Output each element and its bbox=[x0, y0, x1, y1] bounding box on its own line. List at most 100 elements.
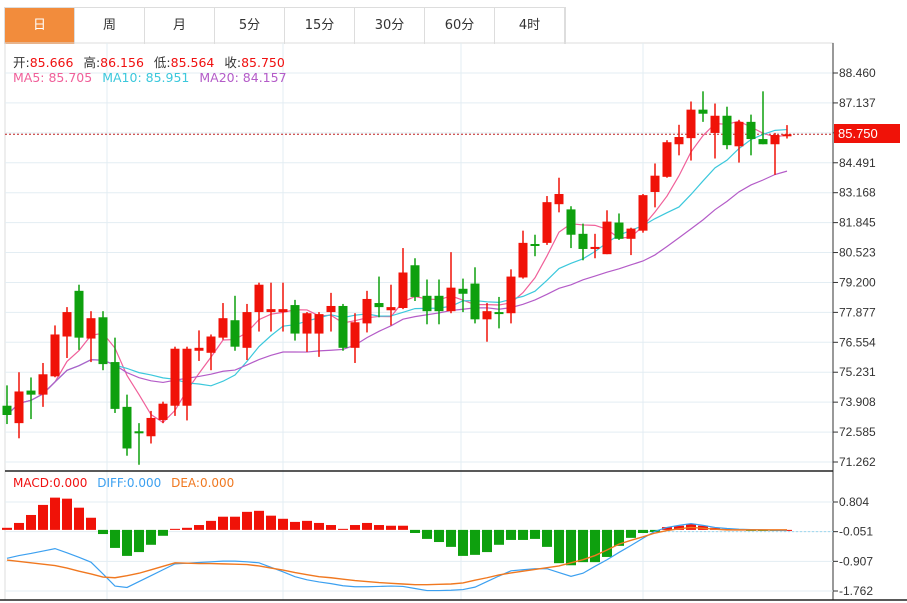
macd-bar bbox=[674, 525, 684, 530]
macd-bar bbox=[134, 529, 144, 553]
candle bbox=[338, 303, 348, 351]
price-tick-label: 87.137 bbox=[839, 96, 876, 110]
candle bbox=[50, 325, 60, 378]
candle bbox=[110, 337, 120, 413]
candle-body bbox=[734, 121, 744, 147]
candle bbox=[74, 284, 84, 350]
macd-bar bbox=[26, 514, 36, 530]
tab-6[interactable]: 60分 bbox=[425, 8, 495, 44]
tab-4[interactable]: 15分 bbox=[285, 8, 355, 44]
candle-body bbox=[38, 374, 48, 395]
candle-body bbox=[338, 305, 348, 348]
open-value: 85.666 bbox=[29, 55, 74, 70]
macd-bar bbox=[110, 529, 120, 548]
dea-line bbox=[6, 526, 787, 586]
candle bbox=[266, 282, 276, 332]
candle-body bbox=[518, 242, 528, 278]
macd-bar bbox=[326, 525, 336, 530]
candle bbox=[578, 223, 588, 261]
candle-body bbox=[698, 109, 708, 114]
macd-bar bbox=[362, 522, 372, 530]
candle-body bbox=[494, 312, 504, 315]
candle-body bbox=[434, 295, 444, 312]
candle-body bbox=[158, 403, 168, 420]
candle bbox=[230, 295, 240, 351]
macd-bar bbox=[662, 527, 672, 530]
candle bbox=[290, 299, 300, 341]
macd-bar bbox=[638, 529, 648, 534]
candle bbox=[242, 303, 252, 361]
candle bbox=[770, 132, 780, 175]
candle bbox=[278, 282, 288, 332]
ma10-value: MA10: 85.951 bbox=[102, 70, 190, 85]
macd-tick-label: -1.762 bbox=[839, 584, 873, 598]
macd-tick-label: -0.051 bbox=[839, 525, 873, 539]
candle-body bbox=[218, 318, 228, 338]
macd-bar bbox=[14, 522, 24, 530]
candle bbox=[446, 252, 456, 314]
current-price-label: 85.750 bbox=[834, 124, 900, 143]
macd-bar bbox=[218, 516, 228, 530]
candle-body bbox=[326, 305, 336, 313]
macd-bar bbox=[530, 529, 540, 539]
candle-body bbox=[530, 243, 540, 246]
candle-body bbox=[350, 322, 360, 348]
candle bbox=[302, 312, 312, 352]
candle bbox=[542, 196, 552, 245]
candle-body bbox=[74, 290, 84, 338]
tab-2[interactable]: 月 bbox=[145, 8, 215, 44]
macd-bar bbox=[614, 529, 624, 546]
candle bbox=[218, 303, 228, 340]
macd-bar bbox=[626, 529, 636, 538]
macd-bar bbox=[2, 527, 12, 530]
candle bbox=[62, 307, 72, 358]
macd-bar bbox=[494, 529, 504, 545]
tab-0[interactable]: 日 bbox=[5, 8, 75, 44]
macd-bar bbox=[446, 529, 456, 547]
macd-bar bbox=[410, 529, 420, 534]
tab-5[interactable]: 30分 bbox=[355, 8, 425, 44]
candle bbox=[698, 91, 708, 122]
candle bbox=[638, 194, 648, 233]
macd-tick-label: -0.907 bbox=[839, 554, 873, 568]
price-tick-label: 84.491 bbox=[839, 156, 876, 170]
price-tick-label: 81.845 bbox=[839, 216, 876, 230]
tab-1[interactable]: 周 bbox=[75, 8, 145, 44]
candle-body bbox=[650, 175, 660, 192]
candle bbox=[374, 276, 384, 318]
candle-body bbox=[458, 288, 468, 294]
ma20-value: MA20: 84.157 bbox=[199, 70, 287, 85]
price-tick-label: 79.200 bbox=[839, 275, 876, 289]
candle-body bbox=[62, 312, 72, 337]
macd-value: MACD:0.000 bbox=[13, 476, 88, 490]
macd-bar bbox=[230, 516, 240, 530]
macd-bar bbox=[50, 497, 60, 530]
open-label: 开: bbox=[13, 55, 30, 70]
macd-bar bbox=[158, 529, 168, 536]
candle bbox=[458, 278, 468, 313]
macd-bar bbox=[170, 528, 180, 530]
candle bbox=[758, 91, 768, 145]
period-tabs: 日周月 5分 15分 30分 60分 4时 bbox=[4, 7, 566, 44]
chart-frame bbox=[4, 42, 834, 601]
candle-body bbox=[554, 194, 564, 205]
candle bbox=[98, 311, 108, 371]
candle-body bbox=[86, 318, 96, 339]
candle-body bbox=[746, 121, 756, 140]
candle bbox=[518, 230, 528, 279]
candle-body bbox=[194, 347, 204, 351]
macd-bar bbox=[242, 511, 252, 530]
candle bbox=[650, 163, 660, 208]
macd-bar bbox=[386, 525, 396, 530]
candle-body bbox=[242, 312, 252, 348]
candle-body bbox=[170, 348, 180, 406]
tab-7[interactable]: 4时 bbox=[495, 8, 565, 44]
price-tick-label: 72.585 bbox=[839, 425, 876, 439]
candle bbox=[158, 401, 168, 424]
tab-3[interactable]: 5分 bbox=[215, 8, 285, 44]
candle-body bbox=[674, 137, 684, 145]
candle-body bbox=[134, 431, 144, 434]
macd-bar bbox=[338, 528, 348, 530]
macd-bar bbox=[74, 507, 84, 530]
